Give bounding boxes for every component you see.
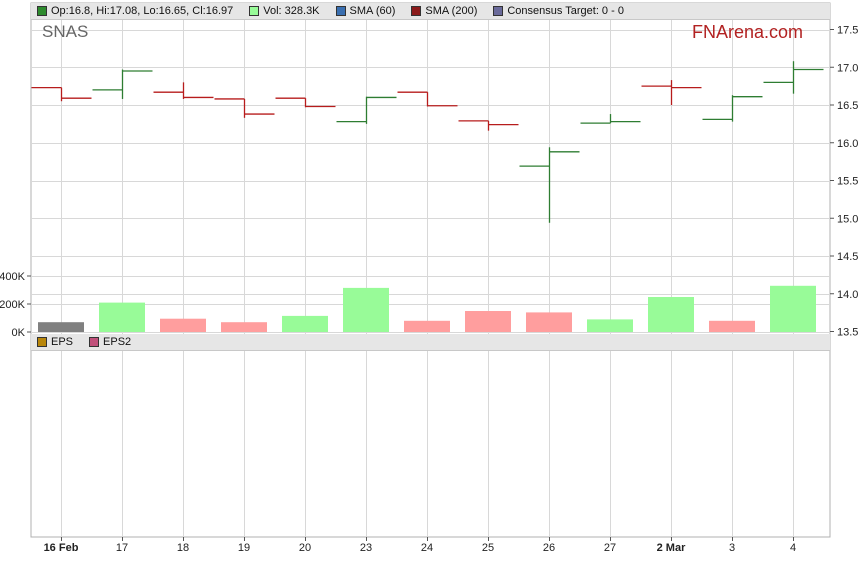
legend-item-sma200: SMA (200) [411,5,477,17]
volume-axis-label: 0K [12,327,26,339]
x-axis-label: 23 [360,542,372,554]
volume-bar [526,312,572,332]
sma60-label: SMA (60) [349,5,396,17]
x-axis-label: 4 [790,542,796,554]
sma60-swatch-icon [335,6,346,16]
x-axis-label: 3 [729,542,735,554]
price-axis-label: 14.0 [837,289,858,301]
consensus-swatch-icon [493,6,504,16]
price-axis-label: 16.5 [837,100,858,112]
ohlc-bar [458,120,519,131]
volume-swatch-icon [249,6,260,16]
price-axis-label: 15.5 [837,176,858,188]
ohlc-bar [214,98,275,118]
price-axis-label: 13.5 [837,327,858,339]
eps-label: EPS [51,336,74,348]
price-axis-label: 16.0 [837,138,858,150]
volume-bar [160,318,206,332]
eps-swatch-icon [37,337,47,347]
ohlc-bar [92,69,153,99]
ohlc-bar [31,86,92,102]
ohlc-bar [397,91,458,107]
sma200-swatch-icon [411,6,422,16]
volume-bar [282,315,328,332]
volume-bar [648,297,694,332]
ohlc-bar [519,147,580,223]
legend-item-eps2: EPS2 [89,336,131,348]
x-axis-label: 2 Mar [657,542,686,554]
volume-bar [343,287,389,332]
legend-item-eps: EPS [37,336,73,348]
x-axis-label: 19 [238,542,250,554]
x-axis-label: 18 [177,542,189,554]
ohlc-bar [702,95,763,122]
volume-axis-label: 400K [0,271,26,283]
plot-frame [30,2,831,538]
volume-label: Vol: 328.3K [263,5,320,17]
ohlc-bar [275,97,336,108]
eps2-swatch-icon [89,337,100,347]
x-axis-label: 27 [604,542,616,554]
legend-item-sma60: SMA (60) [335,5,396,17]
price-axis-label: 15.0 [837,213,858,225]
x-axis-label: 26 [543,542,555,554]
volume-bar [221,322,267,332]
eps-legend-bar: EPS EPS2 [31,334,830,351]
sma200-label: SMA (200) [425,5,478,17]
ohlc-bar [763,61,824,94]
price-axis-label: 17.0 [837,62,858,74]
legend-item-ohlc: Op:16.8, Hi:17.08, Lo:16.65, Cl:16.97 [37,5,233,17]
volume-bar [404,320,450,332]
ohlc-bar [153,82,214,99]
volume-bar [38,322,84,332]
brand-logo: FNArena.com [692,22,804,42]
x-axis-label: 24 [421,542,433,554]
x-axis-label: 17 [116,542,128,554]
legend-item-consensus: Consensus Target: 0 - 0 [493,5,624,17]
ohlc-bar [336,96,397,124]
volume-bar [587,319,633,332]
ohlc-bar [641,80,702,105]
price-axis-label: 17.5 [837,25,858,37]
volume-bar [99,302,145,332]
eps2-label: EPS2 [103,336,132,348]
x-axis-label: 16 Feb [44,542,79,554]
volume-bar [709,320,755,332]
legend-item-volume: Vol: 328.3K [249,5,320,17]
volume-axis-label: 200K [0,299,26,311]
ticker-symbol: SNAS [42,22,89,41]
price-legend-bar: Op:16.8, Hi:17.08, Lo:16.65, Cl:16.97 Vo… [31,3,830,20]
consensus-label: Consensus Target: 0 - 0 [507,5,624,17]
volume-bar [770,285,816,332]
ohlc-bar [580,114,641,124]
x-axis-label: 25 [482,542,494,554]
ohlc-swatch-icon [37,6,47,16]
x-axis-label: 20 [299,542,311,554]
price-axis-label: 14.5 [837,251,858,263]
volume-bar [465,311,511,332]
ohlc-label: Op:16.8, Hi:17.08, Lo:16.65, Cl:16.97 [51,5,234,17]
